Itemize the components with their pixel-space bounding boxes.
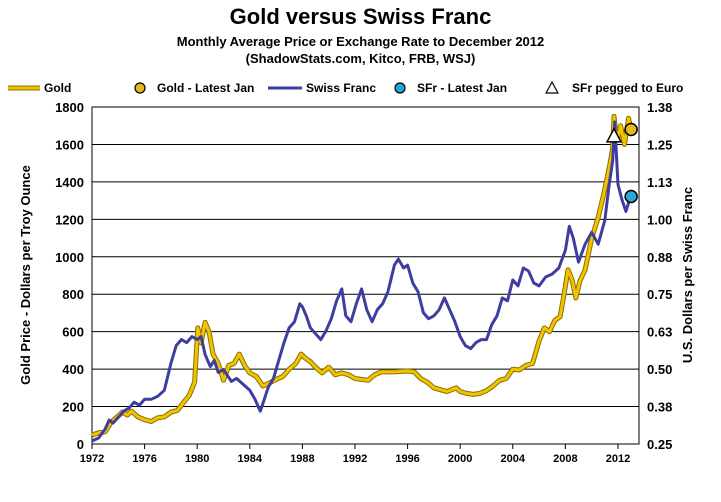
legend-label: Swiss Franc (306, 81, 376, 95)
legend-label: Gold (44, 81, 71, 95)
x-tick-label: 2000 (448, 453, 472, 465)
chart-source: (ShadowStats.com, Kitco, FRB, WSJ) (245, 51, 476, 66)
gold-series-line (91, 114, 632, 437)
series-layer (91, 113, 633, 443)
y-tick-label-right: 0.50 (647, 362, 672, 377)
y-tick-label-right: 1.00 (647, 212, 672, 227)
chart-subtitle: Monthly Average Price or Exchange Rate t… (176, 34, 545, 49)
y-tick-label-left: 1200 (55, 212, 84, 227)
x-tick-label: 2012 (606, 453, 630, 465)
highlight-points (605, 122, 638, 204)
y-tick-label-left: 0 (77, 437, 84, 452)
y-tick-label-right: 1.38 (647, 100, 672, 115)
x-tick-label: 2008 (553, 453, 577, 465)
legend-gold-latest-swatch (134, 82, 146, 94)
y-tick-label-left: 1600 (55, 137, 84, 152)
legend-sfr-latest-swatch (394, 82, 406, 94)
sfr-latest-jan-point (624, 189, 638, 204)
y-tick-label-left: 600 (62, 325, 84, 340)
grid (92, 106, 639, 408)
x-tick-label: 1984 (238, 453, 263, 465)
x-tick-label: 1996 (395, 453, 419, 465)
y-axis-label-right: U.S. Dollars per Swiss Franc (680, 187, 695, 363)
y-tick-label-right: 0.63 (647, 325, 672, 340)
x-tick-label: 1980 (185, 453, 209, 465)
y-tick-label-left: 800 (62, 287, 84, 302)
plot-border (91, 106, 640, 445)
swiss-franc-series-line (91, 120, 632, 443)
y-tick-label-right: 0.38 (647, 400, 672, 415)
y-tick-label-right: 0.88 (647, 250, 672, 265)
legend-label: SFr pegged to Euro (572, 81, 683, 95)
legend-label: Gold - Latest Jan (157, 81, 254, 95)
legend-pegged-swatch (544, 80, 560, 94)
y-tick-label-right: 0.25 (647, 437, 672, 452)
chart-title: Gold versus Swiss Franc (229, 4, 492, 29)
y-tick-label-left: 200 (62, 400, 84, 415)
x-tick-label: 1972 (80, 453, 104, 465)
y-tick-label-left: 1000 (55, 250, 84, 265)
y-tick-label-right: 1.25 (647, 137, 672, 152)
y-tick-label-right: 0.75 (647, 287, 672, 302)
axis-ticks: 0 200 400 600 800 1000 1200 1400 1600 1800 0.25 0.3… (55, 100, 672, 465)
y-tick-label-left: 400 (62, 362, 84, 377)
sfr-pegged-triangle (605, 127, 623, 143)
legend-label: SFr - Latest Jan (417, 81, 507, 95)
y-axis-label-left: Gold Price - Dollars per Troy Ounce (18, 165, 33, 385)
legend: Gold Gold - Latest Jan Swiss Franc SFr - La… (8, 80, 683, 95)
x-tick-label: 1976 (132, 453, 156, 465)
y-tick-label-right: 1.13 (647, 175, 672, 190)
y-tick-label-left: 1400 (55, 175, 84, 190)
x-tick-label: 1992 (343, 453, 367, 465)
y-tick-label-left: 1800 (55, 100, 84, 115)
x-tick-label: 2004 (501, 453, 526, 465)
x-tick-label: 1988 (290, 453, 314, 465)
gold-latest-jan-point (624, 122, 638, 137)
